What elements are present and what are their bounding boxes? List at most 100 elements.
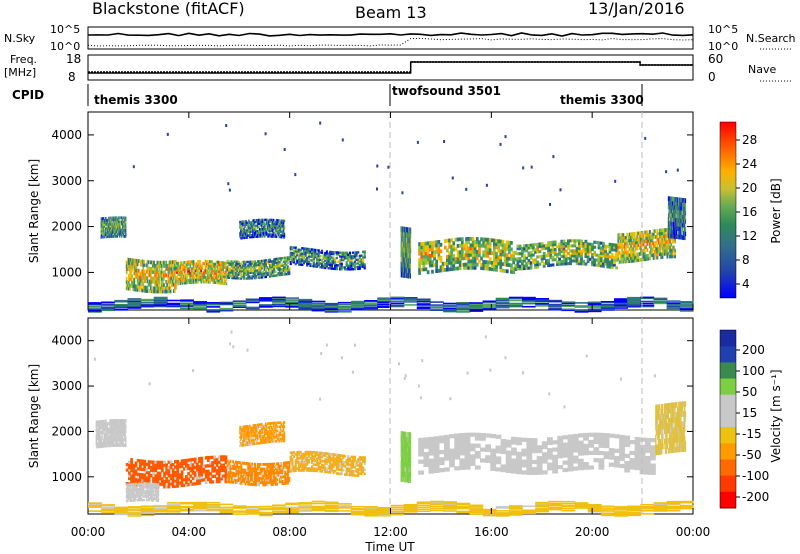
- echo-cell: [282, 223, 285, 226]
- echo-cell: [100, 233, 102, 237]
- echo-cell: [678, 214, 680, 219]
- echo-cell: [204, 456, 208, 460]
- nsky-series: [87, 32, 694, 37]
- echo-cell: [672, 221, 674, 227]
- echo-cell: [99, 436, 101, 440]
- echo-cell: [324, 264, 327, 268]
- echo-cell: [209, 464, 212, 468]
- echo-cell: [580, 242, 583, 246]
- echo-cell: [304, 260, 307, 263]
- echo-cell: [332, 251, 335, 254]
- echo-cell: [408, 272, 409, 279]
- echo-cell: [154, 279, 156, 284]
- echo-cell: [219, 309, 234, 312]
- echo-cell: [547, 246, 550, 250]
- echo-cell: [253, 222, 255, 226]
- echo-cell: [182, 483, 186, 487]
- echo-cell: [595, 263, 599, 267]
- echo-cell: [617, 257, 620, 261]
- echo-cell: [116, 429, 118, 434]
- echo-cell: [191, 262, 194, 266]
- echo-cell: [312, 261, 315, 264]
- echo-cell: [661, 228, 664, 233]
- echo-cell: [102, 221, 104, 225]
- echo-cell: [405, 242, 406, 248]
- echo-cell: [297, 263, 301, 266]
- echo-cell: [508, 304, 523, 307]
- echo-cell: [141, 462, 144, 466]
- echo-cell: [107, 433, 109, 437]
- echo-cell: [674, 251, 676, 256]
- echo-cell: [203, 280, 206, 284]
- echo-cell: [107, 220, 109, 224]
- echo-cell: [664, 240, 666, 244]
- echo-cell: [142, 282, 144, 286]
- echo-cell: [549, 253, 553, 257]
- echo-cell: [119, 218, 121, 222]
- echo-cell: [681, 197, 683, 203]
- echo-cell: [628, 247, 631, 252]
- echo-cell: [181, 277, 184, 281]
- echo-cell: [465, 249, 468, 254]
- echo-cell: [316, 263, 319, 267]
- echo-cell: [111, 218, 113, 222]
- echo-cell: [283, 234, 286, 237]
- echo-cell: [632, 238, 635, 242]
- echo-cell: [172, 273, 175, 277]
- echo-cell: [203, 269, 206, 272]
- echo-cell: [216, 267, 219, 271]
- echo-cell: [618, 245, 621, 249]
- echo-cell: [217, 276, 220, 280]
- echo-cell: [120, 440, 122, 445]
- echo-cell: [232, 275, 235, 278]
- echo-cell: [120, 438, 122, 442]
- echo-cell: [146, 289, 149, 293]
- echo-cell: [204, 276, 207, 279]
- echo-region: [418, 237, 518, 275]
- echo-cell: [635, 255, 637, 260]
- echo-cell: [259, 270, 262, 274]
- echo-cell: [232, 480, 235, 484]
- echo-cell: [222, 261, 224, 265]
- echo-cell: [242, 235, 244, 238]
- echo-cell: [626, 232, 629, 237]
- echo-cell: [529, 246, 533, 250]
- echo-cell: [220, 261, 222, 264]
- echo-cell: [180, 279, 183, 283]
- echo-cell: [131, 264, 133, 269]
- echo-cell: [657, 246, 660, 251]
- echo-cell: [233, 264, 236, 267]
- echo-cell: [495, 258, 498, 262]
- echo-cell: [112, 419, 114, 423]
- echo-cell: [467, 240, 471, 244]
- echo-cell: [640, 296, 655, 299]
- echo-cell: [247, 228, 249, 232]
- echo-cell: [536, 265, 540, 269]
- echo-cell: [167, 263, 170, 268]
- echo-cell: [679, 201, 681, 207]
- echo-cell: [108, 220, 110, 224]
- echo-cell: [685, 214, 687, 220]
- echo-cell: [560, 262, 564, 266]
- echo-cell: [145, 269, 148, 274]
- echo-cell: [180, 300, 194, 302]
- echo-cell: [280, 230, 283, 233]
- echo-cell: [164, 270, 166, 275]
- echo-cell: [262, 229, 265, 233]
- echo-cell: [187, 260, 189, 264]
- echo-cell: [363, 252, 366, 255]
- echo-cell: [456, 307, 471, 309]
- echo-cell: [260, 235, 262, 238]
- echo-cell: [276, 259, 278, 262]
- echo-cell: [273, 261, 276, 265]
- echo-cell: [640, 304, 655, 307]
- echo-cell: [106, 235, 108, 239]
- echo-cell: [217, 263, 220, 266]
- echo-cell: [482, 240, 485, 245]
- echo-cell: [463, 266, 466, 270]
- echo-cell: [234, 262, 237, 265]
- echo-cell: [636, 237, 639, 242]
- echo-cell: [252, 266, 255, 269]
- echo-cell: [668, 233, 670, 239]
